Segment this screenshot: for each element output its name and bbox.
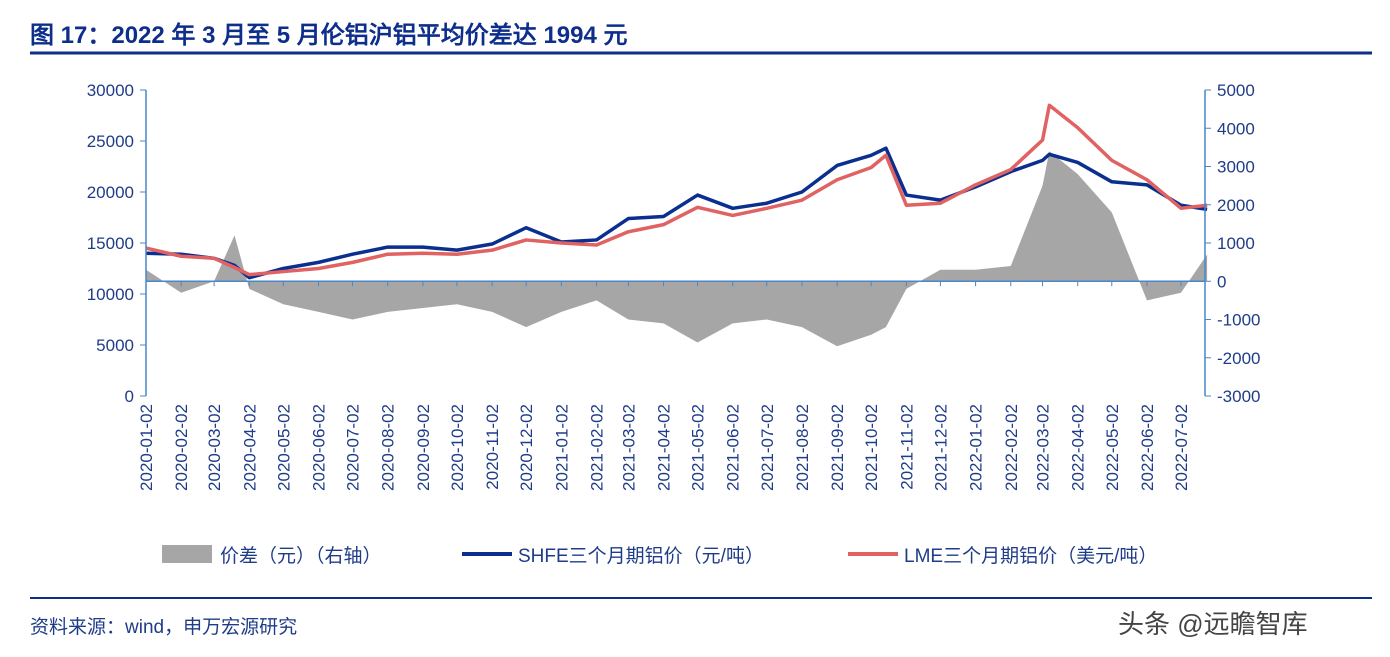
x-tick-label: 2020-01-02 — [137, 404, 156, 491]
x-tick-label: 2020-10-02 — [448, 404, 467, 491]
right-tick-label: -3000 — [1217, 387, 1260, 406]
x-tick-label: 2021-01-02 — [552, 404, 571, 491]
legend-label-shfe: SHFE三个月期铝价（元/吨） — [518, 545, 764, 567]
x-tick-label: 2022-01-02 — [967, 404, 986, 491]
legend: 价差（元）（右轴） SHFE三个月期铝价（元/吨） LME三个月期铝价（美元/吨… — [162, 545, 1157, 567]
x-tick-label: 2020-04-02 — [240, 404, 259, 491]
x-tick-label: 2020-07-02 — [344, 404, 363, 491]
x-tick-label: 2020-12-02 — [517, 404, 536, 491]
x-tick-label: 2021-08-02 — [793, 404, 812, 491]
left-tick-label: 10000 — [87, 285, 134, 304]
x-tick-label: 2021-04-02 — [655, 404, 674, 491]
x-tick-label: 2021-06-02 — [724, 404, 743, 491]
x-tick-label: 2020-09-02 — [414, 404, 433, 491]
legend-swatch-spread — [162, 545, 212, 563]
x-tick-label: 2021-03-02 — [619, 404, 638, 491]
x-tick-label: 2020-06-02 — [310, 404, 329, 491]
x-tick-label: 2021-05-02 — [689, 404, 708, 491]
series-shfe-line — [145, 146, 1208, 280]
chart-title: 图 17：2022 年 3 月至 5 月伦铝沪铝平均价差达 1994 元 — [30, 21, 628, 49]
left-tick-label: 30000 — [87, 81, 134, 100]
x-tick-label: 2020-03-02 — [205, 404, 224, 491]
x-tick-label: 2021-02-02 — [588, 404, 607, 491]
right-tick-label: 2000 — [1217, 196, 1255, 215]
right-tick-label: -1000 — [1217, 311, 1260, 330]
x-tick-label: 2021-10-02 — [862, 404, 881, 491]
series-spread-area — [146, 151, 1208, 347]
x-tick-label: 2020-08-02 — [379, 404, 398, 491]
x-tick-label: 2022-06-02 — [1138, 404, 1157, 491]
plot-area — [145, 103, 1208, 347]
x-tick-label: 2020-05-02 — [274, 404, 293, 491]
left-tick-label: 5000 — [96, 336, 134, 355]
series-lme-line — [145, 103, 1208, 277]
right-tick-label: 4000 — [1217, 119, 1255, 138]
axes: 050001000015000200002500030000-3000-2000… — [87, 81, 1261, 491]
right-tick-label: 5000 — [1217, 81, 1255, 100]
x-tick-label: 2021-11-02 — [897, 404, 916, 490]
right-tick-label: -2000 — [1217, 349, 1260, 368]
x-tick-label: 2022-04-02 — [1069, 404, 1088, 491]
left-tick-label: 25000 — [87, 132, 134, 151]
x-tick-label: 2022-03-02 — [1034, 404, 1053, 491]
legend-label-lme: LME三个月期铝价（美元/吨） — [904, 545, 1157, 567]
x-tick-label: 2020-02-02 — [172, 404, 191, 491]
x-tick-label: 2020-11-02 — [483, 404, 502, 490]
left-tick-label: 15000 — [87, 234, 134, 253]
x-tick-label: 2022-02-02 — [1002, 404, 1021, 491]
right-tick-label: 1000 — [1217, 234, 1255, 253]
x-tick-label: 2021-07-02 — [758, 404, 777, 491]
left-tick-label: 0 — [125, 387, 134, 406]
x-tick-label: 2021-12-02 — [931, 404, 950, 491]
watermark: 头条 @远瞻智库 — [1118, 609, 1308, 639]
right-tick-label: 3000 — [1217, 158, 1255, 177]
x-tick-label: 2022-05-02 — [1103, 404, 1122, 491]
x-tick-label: 2021-09-02 — [828, 404, 847, 491]
legend-label-spread: 价差（元）（右轴） — [220, 545, 382, 567]
right-tick-label: 0 — [1217, 272, 1226, 291]
x-tick-label: 2022-07-02 — [1172, 404, 1191, 491]
left-tick-label: 20000 — [87, 183, 134, 202]
source-note: 资料来源：wind，申万宏源研究 — [30, 616, 297, 638]
